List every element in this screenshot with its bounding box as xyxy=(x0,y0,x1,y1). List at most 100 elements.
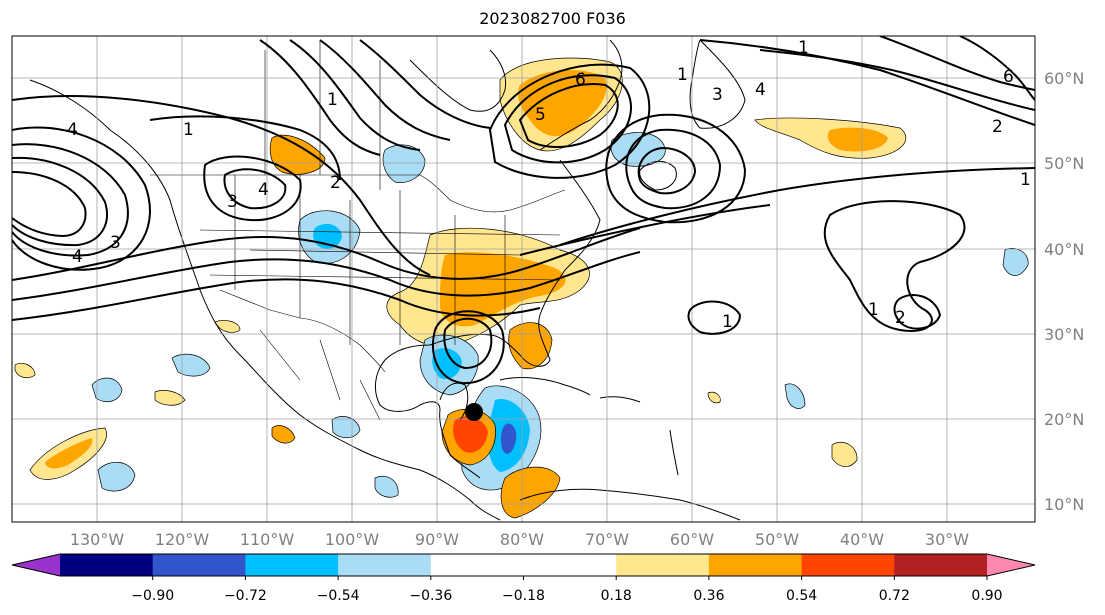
contour-northwest-1 xyxy=(149,115,341,181)
fill-atlantic-warm-4 xyxy=(831,441,858,467)
fill-caribbean-cold-center xyxy=(501,423,517,454)
contour-montana-4 xyxy=(223,168,287,210)
fill-atlantic-warm-core xyxy=(827,127,888,152)
fill-pacific-warm-2 xyxy=(154,390,186,406)
lon-label: 130°W xyxy=(70,530,125,549)
lon-label: 30°W xyxy=(925,530,969,549)
fill-pacific-cold-1 xyxy=(97,462,136,492)
colorbar-tick-label: 0.72 xyxy=(879,588,910,604)
latitude-labels: 60°N 50°N 40°N 30°N 20°N 10°N xyxy=(1044,69,1084,514)
contour-label: 1 xyxy=(868,300,879,320)
contour-pacific-ring-4 xyxy=(12,171,87,238)
contour-pacific-ring-3 xyxy=(12,156,108,247)
contour-greenland-ring xyxy=(959,36,1035,101)
fill-labrador-warm-core xyxy=(518,69,607,137)
colorbar-segment xyxy=(245,554,339,576)
fill-great-lakes-cold xyxy=(382,144,426,183)
fill-pacific-warm-6 xyxy=(14,362,36,379)
contour-label: 4 xyxy=(258,180,269,200)
lon-label: 40°W xyxy=(840,530,884,549)
contour-labels: 1 1 1 1 1 2 2 3 3 3 4 4 4 4 5 6 6 1 1 2 xyxy=(67,38,1031,332)
contour-label: 4 xyxy=(67,120,78,140)
fill-atlantic-warm-5 xyxy=(707,391,721,404)
fill-pacific-cold-2 xyxy=(171,353,211,377)
contour-northeast-1 xyxy=(559,167,1035,246)
contour-lines xyxy=(12,36,1035,385)
lat-label: 20°N xyxy=(1044,410,1084,429)
contour-label: 1 xyxy=(677,65,688,85)
anomaly-fills xyxy=(14,57,1029,519)
contour-label: 2 xyxy=(895,308,906,328)
contour-label: 6 xyxy=(1003,67,1014,87)
cuba xyxy=(499,377,591,396)
colorbar-tick-label: −0.72 xyxy=(224,588,267,604)
newfoundland xyxy=(639,161,677,191)
contour-west-arc-1 xyxy=(12,95,431,276)
colorbar-tick-label: 0.36 xyxy=(693,588,724,604)
lat-label: 50°N xyxy=(1044,154,1084,173)
hispaniola xyxy=(599,396,641,403)
colorbar-segment xyxy=(708,554,803,576)
contour-newfoundland-3 xyxy=(637,146,697,195)
lon-label: 90°W xyxy=(415,530,459,549)
contour-northeast-5 xyxy=(879,36,1035,91)
contour-label: 3 xyxy=(712,85,723,105)
lon-label: 60°W xyxy=(670,530,714,549)
contour-label: 1 xyxy=(1020,170,1031,190)
colorbar-tick-label: −0.90 xyxy=(131,588,174,604)
contour-georgia-low-2 xyxy=(432,310,505,385)
colorbar-tick-label: −0.18 xyxy=(502,588,545,604)
colorbar-extension-max xyxy=(987,554,1035,576)
contour-labrador-5 xyxy=(503,74,632,164)
fill-pacific-cold-4 xyxy=(331,416,361,439)
political-borders xyxy=(150,40,566,421)
colorbar-segment xyxy=(152,554,246,576)
contour-pacific-ring-2 xyxy=(12,143,129,257)
contour-northeast-2 xyxy=(519,204,771,256)
colorbar-segment xyxy=(430,554,524,576)
map-content: 1 1 1 1 1 2 2 3 3 3 4 4 4 4 5 6 6 1 1 2 xyxy=(12,36,1035,522)
contour-label: 4 xyxy=(72,247,83,267)
contour-label: 3 xyxy=(227,192,238,212)
us-canada-border xyxy=(150,174,566,213)
contour-north-1 xyxy=(259,39,381,156)
lesser-antilles xyxy=(669,429,679,476)
colorbar-tick-label: 0.90 xyxy=(971,588,1002,604)
longitude-labels: 130°W 120°W 110°W 100°W 90°W 80°W 70°W 6… xyxy=(70,530,969,549)
contour-label: 1 xyxy=(327,90,338,110)
fill-pacific-cold-5 xyxy=(374,475,399,498)
colorbar-segment xyxy=(60,554,154,576)
lon-label: 50°W xyxy=(755,530,799,549)
contour-label: 1 xyxy=(798,38,809,58)
gridlines xyxy=(12,36,1035,522)
labrador-coast xyxy=(539,39,623,151)
south-america-coast xyxy=(519,488,741,521)
colorbar-segment xyxy=(894,554,988,576)
contour-label: 6 xyxy=(575,70,586,90)
contour-label: 1 xyxy=(183,120,194,140)
fill-southeast-warm-core xyxy=(440,252,566,327)
colorbar-segment xyxy=(338,554,432,576)
lat-label: 10°N xyxy=(1044,495,1084,514)
colorbar-tick-label: 0.54 xyxy=(786,588,817,604)
fill-central-america-warm xyxy=(500,466,561,519)
colorbar xyxy=(11,553,1036,577)
contour-label: 5 xyxy=(535,105,546,125)
fill-montana-warm xyxy=(269,134,326,175)
contour-north-2 xyxy=(289,39,421,151)
contour-label: 3 xyxy=(110,233,121,253)
contour-northeast-3 xyxy=(699,39,1035,126)
colorbar-labels: −0.90 −0.72 −0.54 −0.36 −0.18 0.18 0.36 0.54 0.7… xyxy=(131,576,1003,604)
storm-center-marker xyxy=(465,403,483,421)
colorbar-segment xyxy=(616,554,710,576)
colorbar-tick-label: 0.18 xyxy=(601,588,632,604)
canada-provinces xyxy=(264,40,381,190)
hudson-bay xyxy=(409,49,507,112)
contour-label: 1 xyxy=(722,312,733,332)
colorbar-extension-min xyxy=(12,554,60,576)
us-mexico-border xyxy=(219,289,386,373)
contour-pacific-ring-1 xyxy=(12,126,151,271)
contour-label: 4 xyxy=(755,80,766,100)
contour-west-arc-4 xyxy=(12,278,541,321)
contour-newfoundland-2 xyxy=(605,113,747,224)
